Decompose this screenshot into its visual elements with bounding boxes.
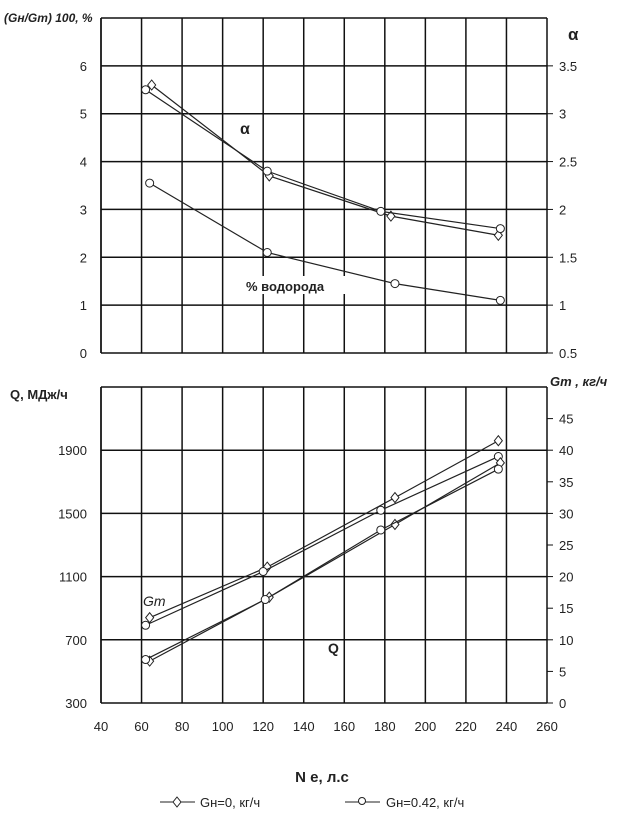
y-right-tick-label: 40 bbox=[559, 443, 573, 458]
bottom-left-axis-label: Q, МДж/ч bbox=[10, 387, 68, 402]
series-line-2 bbox=[149, 182, 501, 301]
series-line-3 bbox=[145, 468, 499, 661]
legend: Gн=0, кг/ч Gн=0.42, кг/ч bbox=[160, 795, 464, 810]
annotation-hydrogen: % водорода bbox=[246, 279, 325, 294]
data-point-circle bbox=[376, 206, 386, 216]
y-right-tick-label: 20 bbox=[559, 570, 573, 585]
y-right-tick-label: 2.5 bbox=[559, 155, 577, 170]
series-line-0 bbox=[149, 440, 499, 619]
y-left-tick-label: 1100 bbox=[59, 570, 87, 585]
top-chart: 0 1 2 3 4 5 6 0.5 1 1.5 2 2.5 3 3.5 bbox=[80, 17, 577, 361]
data-point-circle bbox=[493, 464, 503, 474]
data-point-circle bbox=[262, 248, 272, 257]
series-line-1 bbox=[145, 455, 499, 626]
y-left-tick-label: 700 bbox=[65, 633, 87, 648]
data-point-circle bbox=[141, 85, 151, 95]
bottom-right-axis-label: Gm , кг/ч bbox=[550, 374, 608, 389]
top-right-axis-label: α bbox=[568, 25, 579, 44]
y-left-tick-label: 300 bbox=[65, 696, 87, 711]
data-point-circle bbox=[495, 224, 505, 234]
series-line-0 bbox=[151, 84, 499, 236]
series-line-2 bbox=[149, 462, 501, 662]
data-point-circle bbox=[260, 595, 270, 605]
x-axis-label: N e, л.с bbox=[295, 769, 349, 786]
data-point-circle bbox=[376, 525, 386, 535]
y-right-tick-label: 1 bbox=[559, 298, 566, 313]
y-right-tick-label: 10 bbox=[559, 633, 573, 648]
data-point-circle bbox=[495, 295, 505, 305]
annotation-alpha: α bbox=[240, 121, 250, 138]
y-right-tick-label: 30 bbox=[559, 506, 573, 521]
y-right-tick-label: 1.5 bbox=[559, 250, 577, 265]
x-tick-label: 40 bbox=[94, 719, 108, 734]
annotation-q: Q bbox=[328, 640, 339, 656]
data-point-circle bbox=[258, 567, 268, 577]
y-right-tick-label: 0.5 bbox=[559, 346, 577, 361]
data-point-diamond bbox=[390, 491, 400, 504]
data-point-circle bbox=[141, 655, 151, 665]
y-left-tick-label: 2 bbox=[80, 250, 87, 265]
x-tick-label: 140 bbox=[293, 719, 315, 734]
y-left-tick-label: 1500 bbox=[58, 506, 87, 521]
legend-circle-marker bbox=[358, 797, 366, 805]
y-left-tick-label: 4 bbox=[80, 155, 87, 170]
x-tick-label: 180 bbox=[374, 719, 396, 734]
y-left-tick-label: 5 bbox=[80, 107, 87, 122]
y-right-tick-label: 5 bbox=[559, 664, 566, 679]
data-point-circle bbox=[262, 166, 272, 176]
x-tick-label: 220 bbox=[455, 719, 477, 734]
data-point-circle bbox=[390, 279, 400, 289]
y-right-tick-label: 2 bbox=[559, 202, 566, 217]
x-tick-label: 200 bbox=[415, 719, 437, 734]
y-left-tick-label: 1900 bbox=[58, 443, 87, 458]
y-right-tick-label: 35 bbox=[559, 475, 573, 490]
y-left-tick-label: 0 bbox=[80, 346, 87, 361]
x-tick-label: 80 bbox=[175, 719, 189, 734]
data-point-diamond bbox=[145, 611, 155, 624]
data-point-diamond bbox=[147, 79, 157, 91]
top-left-axis-label: (Gн/Gm) 100, % bbox=[4, 11, 93, 25]
y-right-tick-label: 15 bbox=[559, 601, 573, 616]
y-right-tick-label: 25 bbox=[559, 538, 573, 553]
data-point-diamond bbox=[390, 518, 400, 531]
y-left-tick-label: 3 bbox=[80, 202, 87, 217]
y-right-tick-label: 45 bbox=[559, 412, 573, 427]
series-line-1 bbox=[145, 89, 501, 230]
data-point-circle bbox=[376, 505, 386, 515]
y-left-tick-label: 1 bbox=[80, 298, 87, 313]
x-tick-label: 240 bbox=[496, 719, 518, 734]
annotation-gm: Gm bbox=[143, 593, 166, 609]
x-tick-label: 60 bbox=[134, 719, 148, 734]
data-point-diamond bbox=[493, 434, 503, 447]
x-tick-label: 120 bbox=[252, 719, 274, 734]
x-tick-label: 100 bbox=[212, 719, 234, 734]
legend-item-1: Gн=0.42, кг/ч bbox=[386, 795, 464, 810]
legend-diamond-marker bbox=[172, 796, 182, 808]
legend-item-0: Gн=0, кг/ч bbox=[200, 795, 260, 810]
x-tick-label: 160 bbox=[333, 719, 355, 734]
data-point-circle bbox=[141, 620, 151, 630]
y-right-tick-label: 3 bbox=[559, 107, 566, 122]
x-tick-label: 260 bbox=[536, 719, 558, 734]
data-point-circle bbox=[145, 178, 155, 188]
bottom-chart: 300 700 1100 1500 1900 0 5 10 15 20 25 30 35 40 45 40 60… bbox=[58, 386, 573, 734]
y-left-tick-label: 6 bbox=[80, 59, 87, 74]
y-right-tick-label: 3.5 bbox=[559, 59, 577, 74]
y-right-tick-label: 0 bbox=[559, 696, 566, 711]
